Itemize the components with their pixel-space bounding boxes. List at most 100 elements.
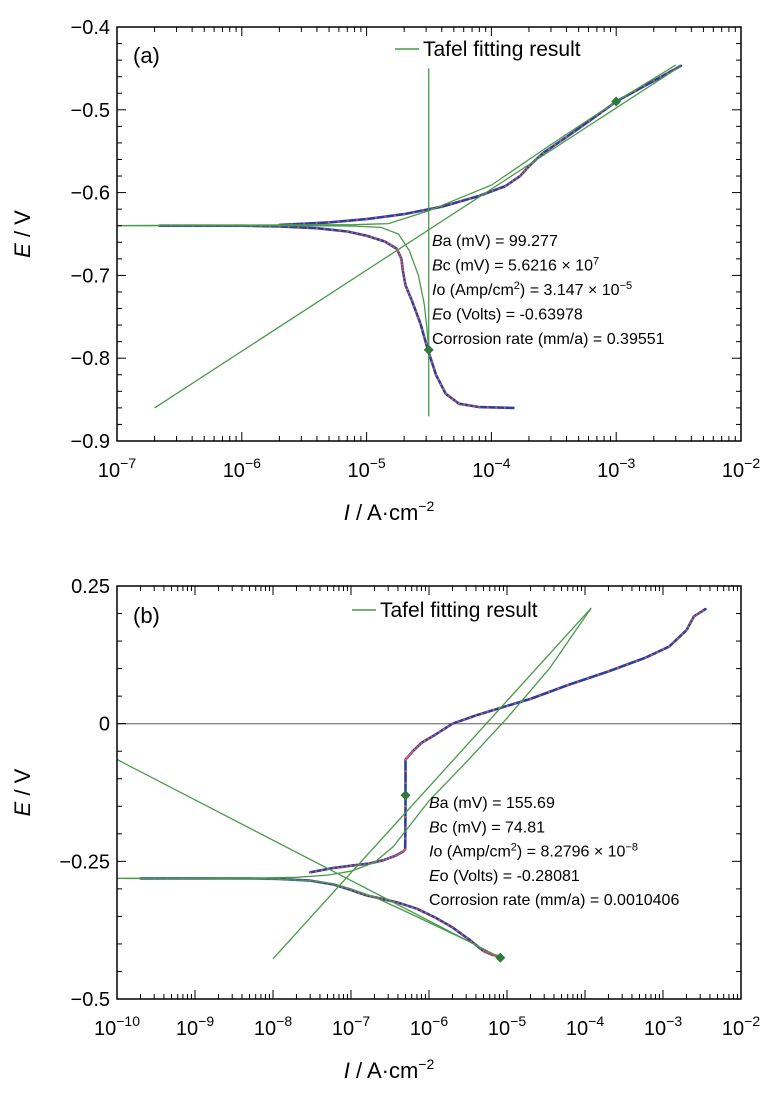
measured-point	[415, 907, 418, 910]
y-tick-label: −0.25	[59, 851, 110, 873]
measured-point	[497, 187, 501, 190]
measured-point	[451, 397, 454, 400]
measured-point	[566, 684, 569, 687]
measured-point	[434, 733, 437, 736]
measured-point	[400, 260, 403, 263]
measured-point	[374, 237, 377, 240]
measured-point	[420, 741, 423, 745]
measured-point	[656, 651, 659, 654]
x-tick-label: 10−5	[488, 1013, 526, 1040]
measured-point	[388, 856, 391, 860]
measured-point	[327, 221, 331, 224]
measured-point	[503, 406, 506, 409]
measured-point	[521, 172, 524, 175]
measured-point	[351, 231, 354, 234]
measured-point	[442, 728, 445, 731]
measured-point	[306, 226, 309, 229]
measured-point	[331, 228, 334, 231]
measured-point	[450, 202, 453, 206]
measured-point	[332, 866, 335, 870]
measured-point	[349, 864, 353, 867]
measured-point	[635, 659, 638, 663]
plot-area	[117, 607, 707, 960]
measured-point	[378, 860, 381, 863]
measured-point	[643, 84, 646, 88]
measured-point	[474, 714, 478, 717]
measured-point	[565, 136, 568, 139]
tafel-fit-line	[117, 758, 501, 959]
tafel-fit-line	[117, 607, 592, 880]
measured-point	[576, 680, 580, 683]
measured-point	[365, 234, 368, 237]
measured-point	[413, 748, 417, 751]
measured-point	[492, 708, 495, 712]
measured-point	[411, 906, 414, 909]
measured-point	[406, 288, 409, 291]
x-tick-label: 10−5	[347, 455, 385, 482]
panel-a: 10−7 10−6 10−5 10−4 10−3 10−2 −0.4 −0.5 −0.6 −0.7…	[10, 17, 760, 525]
measured-point	[559, 140, 562, 143]
measured-point	[456, 929, 459, 933]
measured-point	[404, 826, 407, 829]
tafel-fit-line	[272, 607, 592, 960]
measured-point	[337, 220, 340, 223]
measured-point	[420, 909, 423, 913]
measured-point	[454, 400, 457, 403]
measured-point	[692, 615, 696, 618]
measured-point	[495, 406, 498, 409]
measured-point	[548, 690, 551, 694]
measured-point	[370, 236, 373, 239]
measured-point	[447, 923, 450, 927]
measured-point	[465, 936, 468, 939]
measured-point	[573, 130, 576, 133]
measured-point	[662, 648, 665, 651]
measured-point	[346, 230, 349, 233]
tafel-fit-line	[117, 224, 430, 350]
measured-point	[515, 177, 518, 180]
measured-point	[315, 221, 318, 225]
fit-marker	[400, 790, 411, 801]
measured-point	[538, 694, 541, 697]
measured-point	[391, 855, 394, 859]
measured-point	[401, 263, 404, 266]
x-tick-label: 10−6	[223, 455, 261, 482]
measured-point	[439, 383, 442, 386]
measured-point	[421, 209, 425, 212]
measured-point	[508, 182, 511, 185]
measured-point	[486, 406, 489, 409]
fit-result-line: Corrosion rate (mm/a) = 0.39551	[432, 331, 665, 348]
measured-point	[480, 712, 483, 715]
measured-point	[695, 613, 699, 616]
plot-frame	[116, 585, 742, 1000]
measured-point	[457, 402, 461, 405]
measured-point	[385, 858, 388, 861]
measured-point	[442, 387, 445, 391]
x-axis-title: I / A·cm−2	[344, 498, 435, 525]
x-tick-label: 10−2	[722, 1013, 760, 1040]
measured-point	[410, 299, 413, 302]
measured-point	[404, 837, 407, 840]
measured-point	[457, 720, 460, 723]
measured-point	[403, 213, 406, 216]
measured-point	[482, 950, 485, 953]
measured-point	[360, 233, 363, 236]
legend-label: Tafel fitting result	[423, 38, 581, 61]
measured-point	[379, 238, 382, 242]
measured-point	[463, 718, 466, 721]
y-tick-label: −0.5	[71, 989, 110, 1011]
x-tick-label: 10−10	[94, 1013, 140, 1040]
measured-point	[553, 143, 557, 147]
measured-point	[400, 257, 403, 260]
measured-point	[580, 125, 583, 128]
measured-point	[416, 746, 419, 749]
tafel-fit-line	[117, 64, 677, 227]
x-axis-title: I / A·cm−2	[344, 1056, 435, 1083]
y-axis-title: E / V	[10, 210, 35, 258]
measured-point	[616, 666, 619, 670]
measured-point	[412, 211, 415, 214]
measured-point	[404, 770, 407, 773]
fit-marker	[611, 96, 622, 107]
measured-point	[607, 670, 610, 673]
measured-point	[547, 147, 551, 150]
